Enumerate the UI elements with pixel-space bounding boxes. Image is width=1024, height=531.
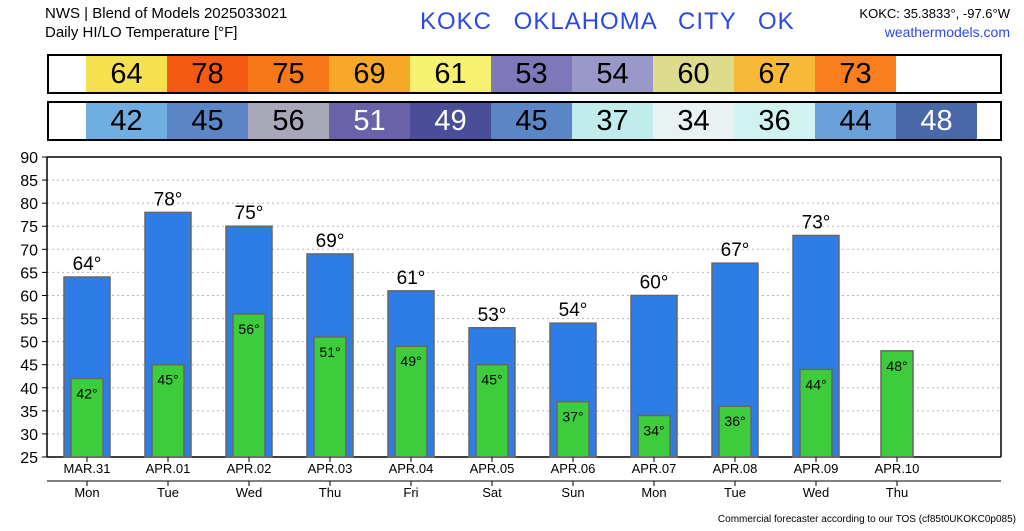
high-temp-cell: 53: [491, 56, 572, 92]
low-temp-bar: [475, 363, 509, 458]
y-tick-label: 90: [20, 150, 38, 167]
high-temp-cell: 67: [734, 56, 815, 92]
weekday-label: Wed: [803, 485, 830, 500]
date-label: MAR.31: [64, 461, 111, 476]
date-label: APR.01: [146, 461, 191, 476]
high-temp-label: 75°: [235, 203, 264, 224]
high-temp-label: 73°: [802, 212, 831, 233]
y-tick-label: 25: [20, 450, 38, 467]
weekday-label: Thu: [886, 485, 908, 500]
low-temp-label: 36°: [724, 413, 745, 429]
low-temp-label: 56°: [238, 321, 259, 337]
low-temp-label: 37°: [562, 409, 583, 425]
high-temp-label: 61°: [397, 268, 426, 289]
high-temp-label: 60°: [640, 272, 669, 293]
high-temp-cell: 73: [815, 56, 896, 92]
weekday-label: Thu: [319, 485, 341, 500]
y-tick-label: 85: [20, 173, 38, 190]
y-tick-label: 45: [20, 358, 38, 375]
high-temp-label: 69°: [316, 231, 345, 252]
weekday-label: Sat: [482, 485, 502, 500]
high-temp-cell: 64: [86, 56, 167, 92]
station-coordinates: KOKC: 35.3833°, -97.6°W: [859, 6, 1010, 21]
model-title: NWS | Blend of Models 2025033021: [45, 5, 288, 22]
high-temp-cell: 78: [167, 56, 248, 92]
weekday-label: Tue: [157, 485, 179, 500]
high-temp-cell: 60: [653, 56, 734, 92]
variable-title: Daily HI/LO Temperature [°F]: [45, 24, 238, 41]
high-temp-label: 53°: [478, 305, 507, 326]
low-temp-bar: [313, 336, 347, 458]
low-temp-bar: [880, 350, 914, 458]
chart-header-right: KOKC: 35.3833°, -97.6°W weathermodels.co…: [859, 4, 1010, 42]
high-temp-label: 64°: [73, 254, 102, 275]
low-temp-cell: 51: [329, 103, 410, 139]
low-temp-label: 48°: [886, 358, 907, 374]
weekday-label: Sun: [561, 485, 584, 500]
low-temp-cell: 48: [896, 103, 977, 139]
y-tick-label: 55: [20, 312, 38, 329]
low-temp-cell: 37: [572, 103, 653, 139]
high-temp-cell: 54: [572, 56, 653, 92]
low-temperature-strip: 42 45 56 51 49 45 37 34 36 44 48: [47, 101, 1002, 141]
y-tick-label: 40: [20, 381, 38, 398]
weekday-label: Tue: [724, 485, 746, 500]
date-label: APR.03: [308, 461, 353, 476]
high-temp-cell: 61: [410, 56, 491, 92]
footer-note: Commercial forecaster according to our T…: [717, 514, 1016, 525]
low-temp-bar: [70, 377, 104, 458]
low-temp-label: 45°: [481, 372, 502, 388]
high-temp-label: 54°: [559, 300, 588, 321]
low-temp-cell: 34: [653, 103, 734, 139]
date-label: APR.07: [632, 461, 677, 476]
y-tick-label: 35: [20, 404, 38, 421]
weekday-label: Wed: [236, 485, 263, 500]
high-temp-label: 78°: [154, 189, 183, 210]
low-temp-cell: 45: [167, 103, 248, 139]
low-temp-bar: [394, 345, 428, 458]
site-link[interactable]: weathermodels.com: [884, 24, 1010, 40]
date-label: APR.04: [389, 461, 434, 476]
date-label: APR.05: [470, 461, 515, 476]
low-temp-cell: 49: [410, 103, 491, 139]
date-label: APR.10: [875, 461, 920, 476]
low-temp-label: 45°: [157, 372, 178, 388]
high-temp-cell: 69: [329, 56, 410, 92]
high-temp-cell: [896, 56, 977, 92]
y-tick-label: 80: [20, 196, 38, 213]
low-temp-cell: 45: [491, 103, 572, 139]
low-temp-bar: [718, 405, 752, 458]
date-label: APR.09: [794, 461, 839, 476]
date-label: APR.02: [227, 461, 272, 476]
low-temp-label: 34°: [643, 422, 664, 438]
weekday-label: Fri: [403, 485, 418, 500]
high-temperature-strip: 64 78 75 69 61 53 54 60 67 73: [47, 54, 1002, 94]
date-label: APR.08: [713, 461, 758, 476]
y-tick-label: 70: [20, 242, 38, 259]
y-tick-label: 75: [20, 219, 38, 236]
low-temp-cell: 56: [248, 103, 329, 139]
y-tick-label: 60: [20, 288, 38, 305]
station-title: KOKC OKLAHOMA CITY OK: [420, 8, 795, 35]
low-temp-label: 51°: [319, 344, 340, 360]
low-temp-cell: 44: [815, 103, 896, 139]
y-tick-label: 65: [20, 265, 38, 282]
chart-header-left: NWS | Blend of Models 2025033021 Daily H…: [45, 4, 287, 42]
y-tick-label: 50: [20, 335, 38, 352]
y-tick-label: 30: [20, 427, 38, 444]
low-temp-cell: 36: [734, 103, 815, 139]
weekday-label: Mon: [74, 485, 99, 500]
low-temp-label: 49°: [400, 353, 421, 369]
high-temp-cell: 75: [248, 56, 329, 92]
weekday-label: Mon: [641, 485, 666, 500]
date-label: APR.06: [551, 461, 596, 476]
low-temp-label: 42°: [76, 386, 97, 402]
low-temp-cell: 42: [86, 103, 167, 139]
high-temp-label: 67°: [721, 240, 750, 261]
low-temp-bar: [637, 414, 671, 458]
low-temp-label: 44°: [805, 376, 826, 392]
